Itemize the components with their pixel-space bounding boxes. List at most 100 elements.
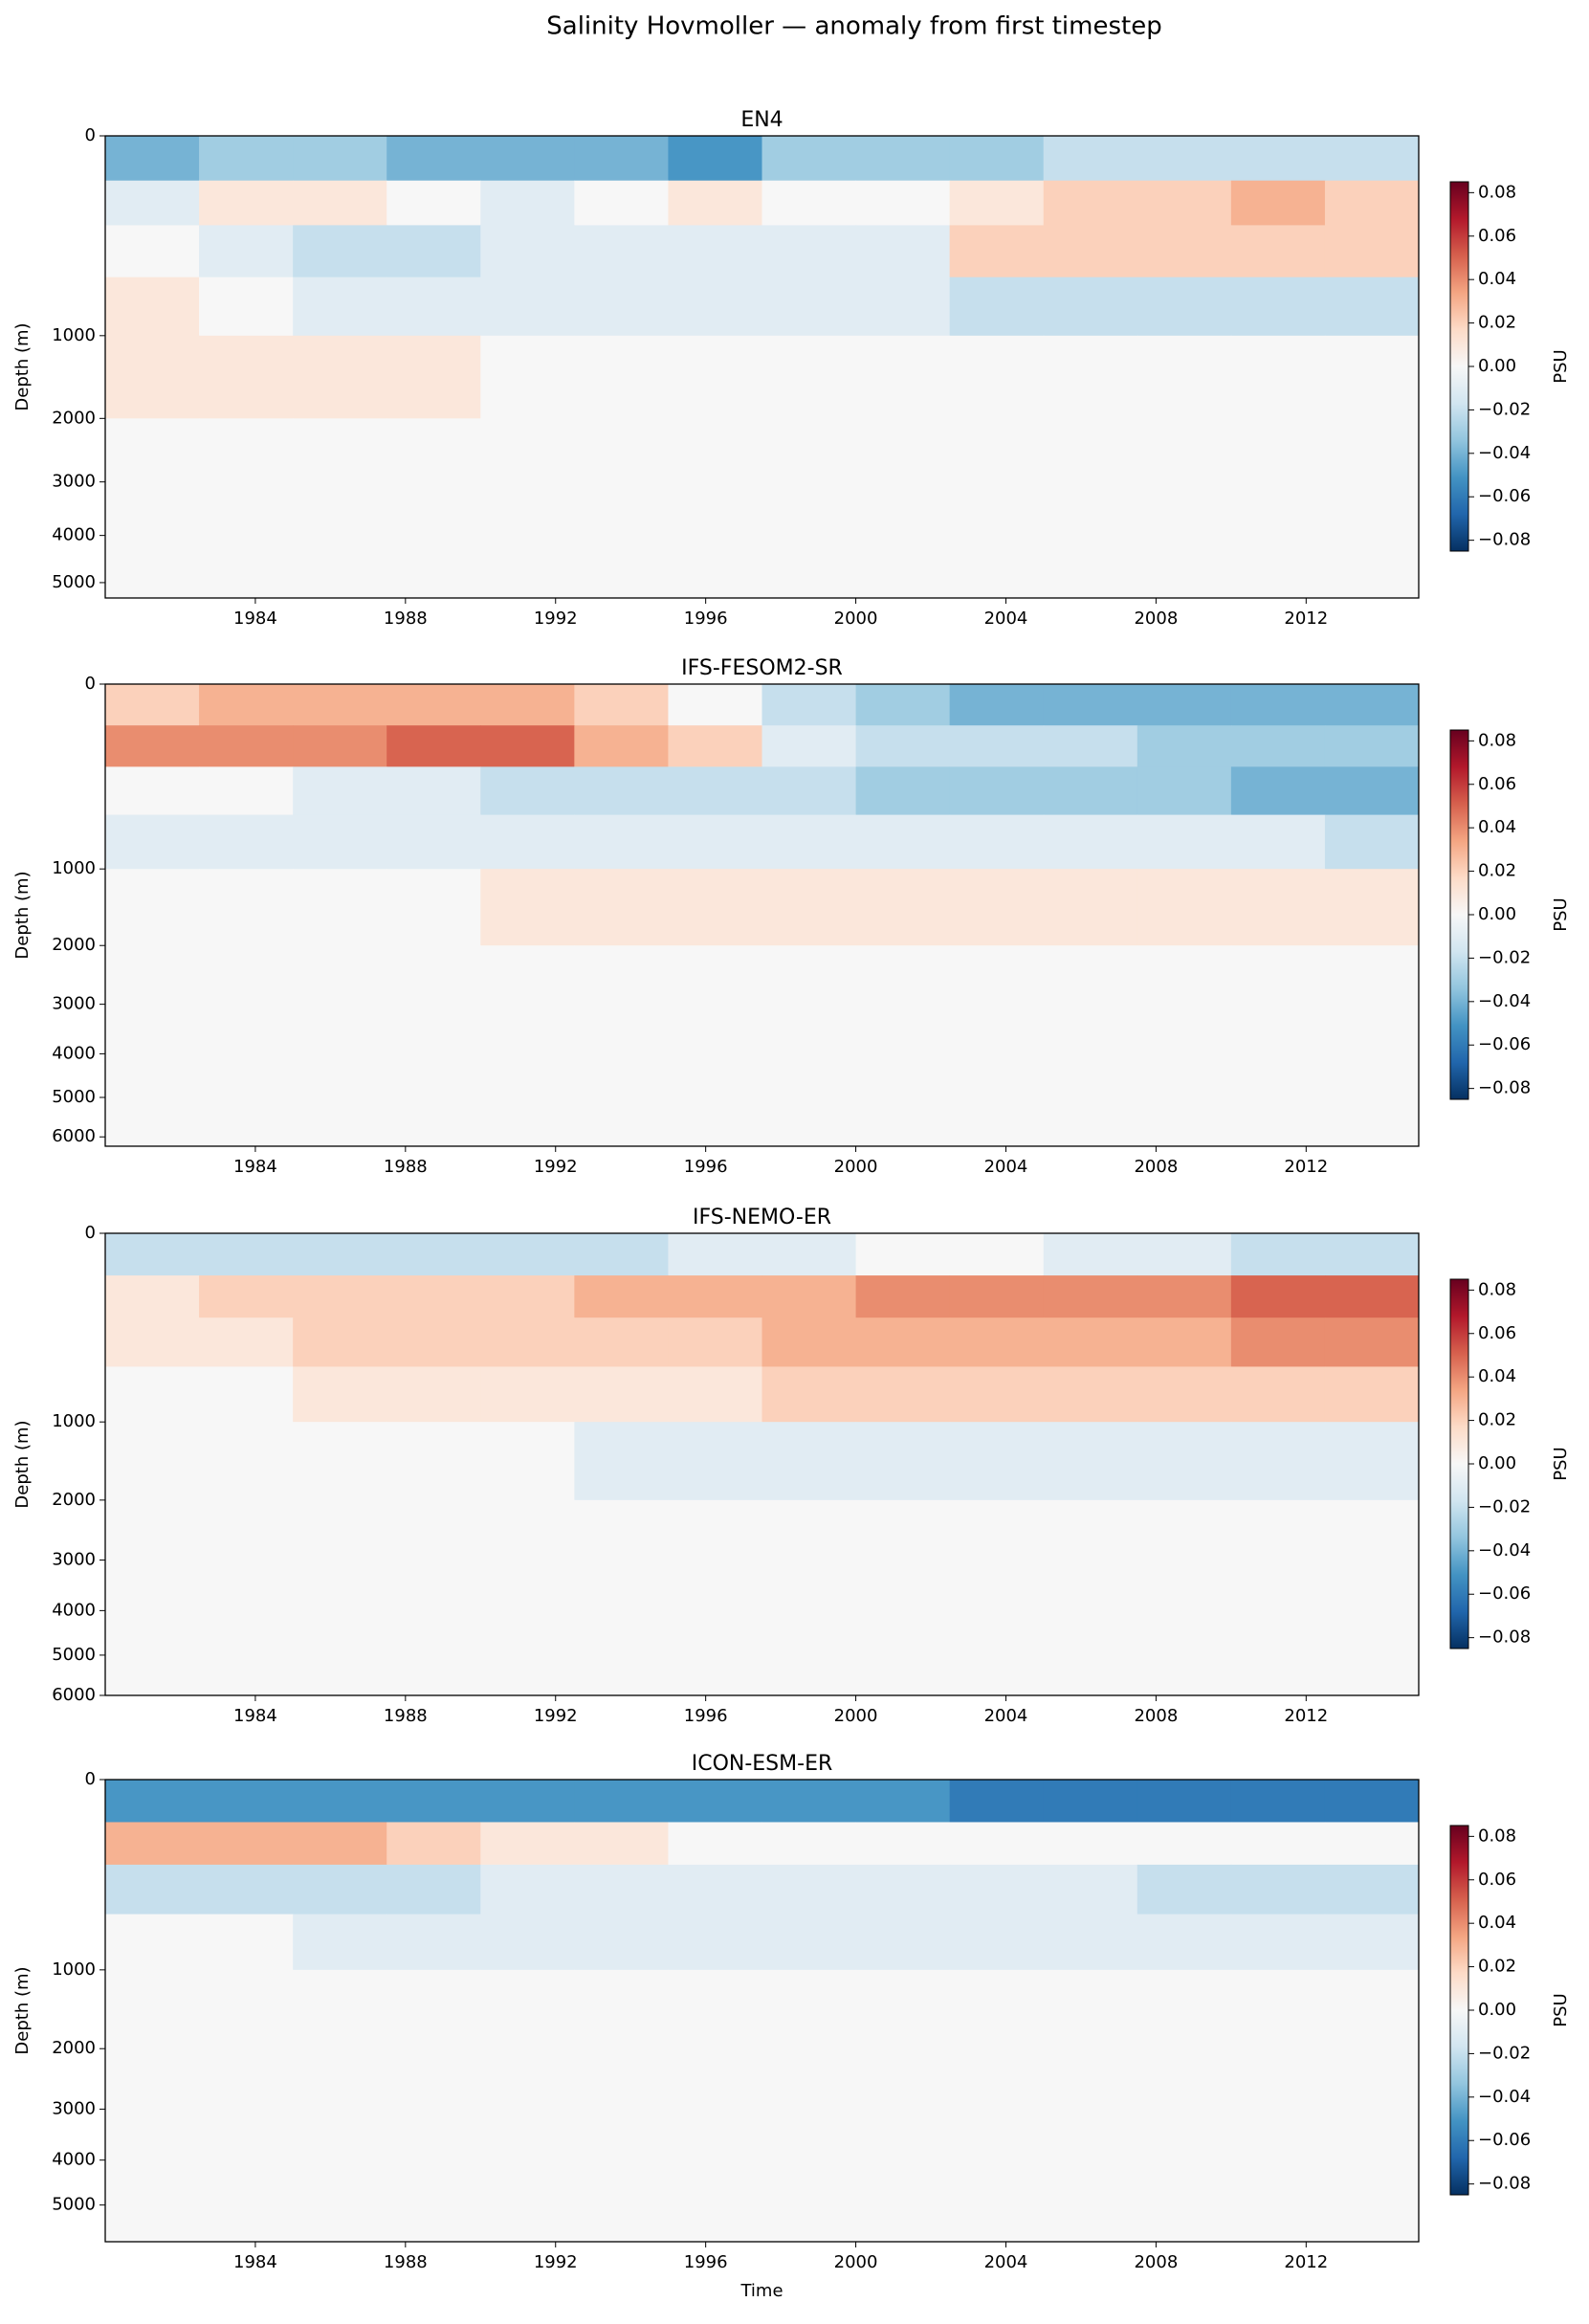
colorbar-tick-label: 0.04 [1478,1913,1516,1933]
heat-cell [105,2136,200,2243]
heat-cell [1137,509,1232,599]
colorbar-tick-label: −0.02 [1478,1496,1531,1516]
heat-cell [855,180,951,226]
heat-cell [105,1822,200,1866]
heat-cell [949,136,1045,182]
colorbar-tick-label: −0.06 [1478,1034,1531,1054]
heat-cell [386,1029,481,1147]
heat-cell [855,1969,951,2049]
heat-cell [1043,2136,1138,2243]
heat-cell [1043,684,1138,726]
colorbar-tick-label: 0.04 [1478,269,1516,289]
heat-cell [949,277,1045,337]
heat-cell [761,945,857,1030]
heat-cell [480,1029,575,1147]
heat-cell [386,509,481,599]
heat-cell [574,1822,669,1866]
heat-cell [105,1864,200,1915]
y-axis-label: Depth (m) [12,1966,33,2054]
heat-cell [761,1864,857,1915]
colorbar-label: PSU [1551,1993,1571,2026]
heat-cell [574,684,669,726]
heat-cell [199,1029,294,1147]
heat-cell [105,509,200,599]
x-tick-label: 1996 [684,609,728,629]
heat-cell [1043,869,1138,946]
colorbar-label: PSU [1551,1447,1571,1480]
heat-cell [293,335,387,419]
heat-cell [1137,814,1232,870]
heat-cell [949,1864,1045,1915]
colorbar [1449,181,1469,552]
heat-cell [855,335,951,419]
heat-cell [1137,1499,1232,1587]
heat-cell [668,1275,762,1318]
heat-cell [855,766,951,816]
heat-cell [386,180,481,226]
heat-cell [105,225,200,278]
heat-cell [668,418,762,511]
heat-cell [386,1499,481,1587]
y-tick-label: 5000 [52,2195,96,2215]
heat-cell [199,1499,294,1587]
heat-cell [668,869,762,946]
heat-cell [199,1366,294,1423]
axes-frame [104,683,1420,1147]
heat-cell [293,509,387,599]
x-tick-label: 2004 [984,1157,1028,1177]
heat-cell [199,509,294,599]
heat-cell [855,945,951,1030]
axes-frame [104,135,1420,599]
heat-cell [1230,1422,1326,1501]
heat-cell [105,945,200,1030]
heat-cell [761,1233,857,1276]
heat-cell [199,1822,294,1866]
heat-cell [855,2048,951,2136]
heat-cell [1324,1275,1420,1318]
heat-cell [1230,1366,1326,1423]
heat-cell [761,2048,857,2136]
heat-cell [199,335,294,419]
heat-cell [855,277,951,337]
heat-cell [761,766,857,816]
heat-cell [293,1366,387,1423]
heat-cell [949,766,1045,816]
x-tick-label: 2008 [1134,1157,1178,1177]
colorbar-tick-label: 0.06 [1478,226,1516,246]
heat-cell [1230,725,1326,767]
x-tick-label: 2000 [834,609,878,629]
heat-cell [668,766,762,816]
heat-cell [949,2136,1045,2243]
heat-cell [199,2136,294,2243]
heat-cell [1324,180,1420,226]
heat-cell [761,1585,857,1696]
heat-cell [668,1422,762,1501]
heat-cell [1230,277,1326,337]
heat-cell [293,1780,387,1823]
heat-cell [293,1422,387,1501]
x-tick-label: 1984 [233,2252,277,2272]
heat-cell [949,1422,1045,1501]
heat-cell [105,725,200,767]
heat-cell [1324,1822,1420,1866]
heat-cell [480,869,575,946]
heat-cell [855,1864,951,1915]
heat-cell [293,225,387,278]
x-tick-label: 2012 [1284,1157,1328,1177]
heat-cell [293,1233,387,1276]
heat-cell [668,136,762,182]
colorbar-tick-label: 0.06 [1478,1323,1516,1343]
heat-cell [293,945,387,1030]
heat-cell [1324,1029,1420,1147]
colorbar-tick-label: −0.06 [1478,486,1531,506]
heat-cell [105,1914,200,1971]
heat-cell [668,2136,762,2243]
x-tick-label: 1992 [534,1706,578,1726]
heat-cell [1043,335,1138,419]
heat-cell [761,136,857,182]
heat-cell [480,225,575,278]
colorbar-tick-label: −0.08 [1478,2174,1531,2194]
heat-cell [105,684,200,726]
colorbar-tick-label: −0.06 [1478,2130,1531,2150]
colorbar-tick-label: 0.08 [1478,1826,1516,1846]
